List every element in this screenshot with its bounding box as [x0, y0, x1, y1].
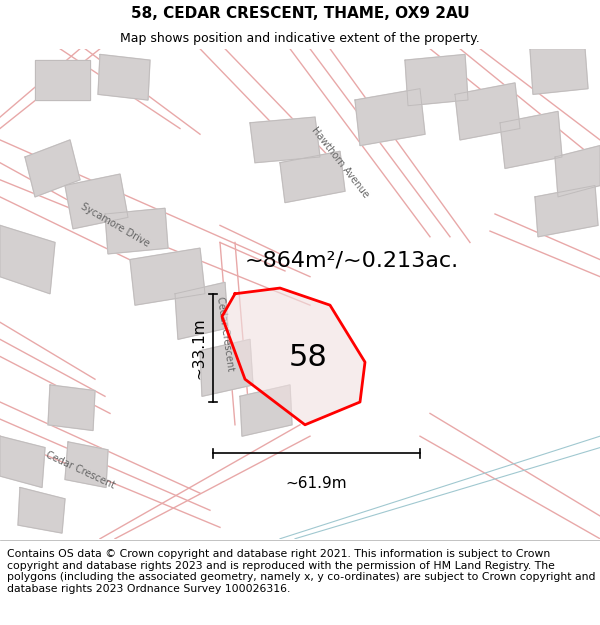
Polygon shape	[355, 89, 425, 146]
Polygon shape	[65, 442, 108, 488]
Polygon shape	[35, 60, 90, 100]
Polygon shape	[280, 151, 345, 202]
Polygon shape	[105, 208, 168, 254]
Text: 58, CEDAR CRESCENT, THAME, OX9 2AU: 58, CEDAR CRESCENT, THAME, OX9 2AU	[131, 6, 469, 21]
Polygon shape	[555, 146, 600, 197]
Polygon shape	[98, 54, 150, 100]
Polygon shape	[405, 54, 468, 106]
Polygon shape	[25, 140, 80, 197]
Polygon shape	[222, 288, 365, 425]
Text: Cedar Crescent: Cedar Crescent	[215, 296, 235, 371]
Text: Hawthorn Avenue: Hawthorn Avenue	[310, 126, 371, 200]
Text: Map shows position and indicative extent of the property.: Map shows position and indicative extent…	[120, 31, 480, 44]
Text: ~33.1m: ~33.1m	[191, 317, 206, 379]
Polygon shape	[455, 83, 520, 140]
Polygon shape	[130, 248, 205, 305]
Polygon shape	[240, 385, 292, 436]
Text: Cedar Crescent: Cedar Crescent	[44, 450, 116, 491]
Polygon shape	[530, 49, 588, 94]
Polygon shape	[0, 226, 55, 294]
Text: Sycamore Drive: Sycamore Drive	[79, 202, 151, 249]
Text: ~61.9m: ~61.9m	[286, 476, 347, 491]
Polygon shape	[500, 111, 562, 168]
Text: ~864m²/~0.213ac.: ~864m²/~0.213ac.	[245, 251, 459, 271]
Text: Contains OS data © Crown copyright and database right 2021. This information is : Contains OS data © Crown copyright and d…	[7, 549, 596, 594]
Text: 58: 58	[289, 343, 327, 372]
Polygon shape	[535, 186, 598, 237]
Polygon shape	[18, 488, 65, 533]
Polygon shape	[200, 339, 253, 396]
Polygon shape	[48, 385, 95, 431]
Polygon shape	[65, 174, 128, 229]
Polygon shape	[0, 436, 45, 488]
Polygon shape	[175, 282, 228, 339]
Polygon shape	[250, 117, 320, 162]
